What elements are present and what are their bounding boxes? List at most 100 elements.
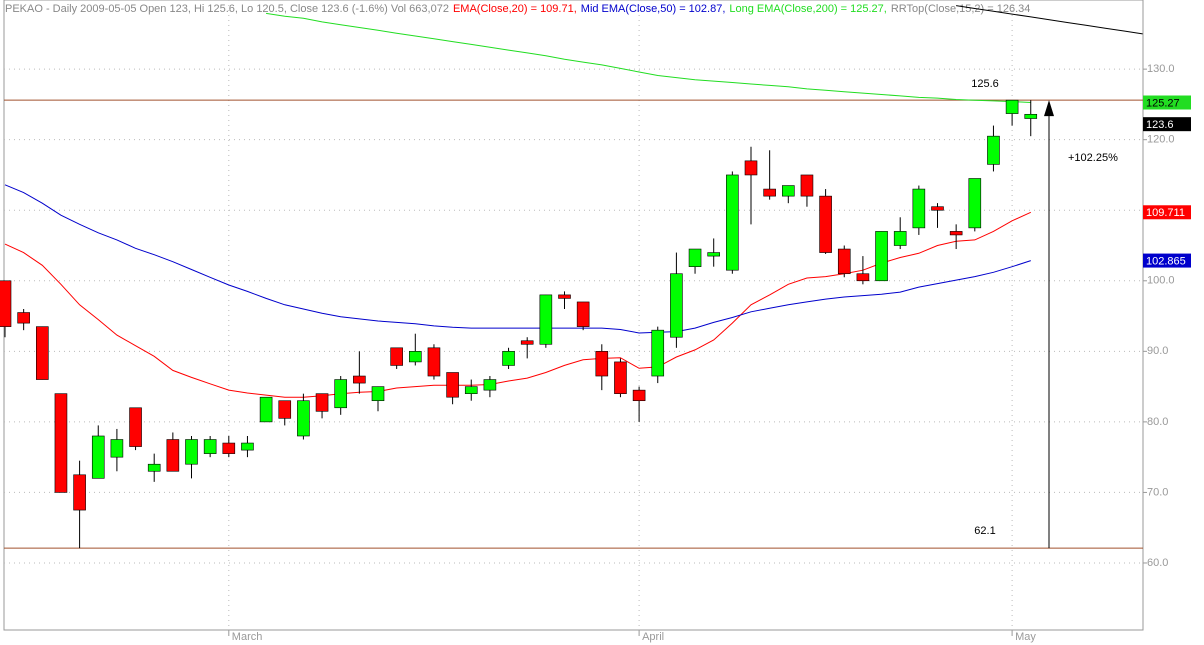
value-label: 123.6: [1146, 119, 1174, 131]
candle-body: [744, 160, 758, 176]
chart-title: PEKAO - Daily 2009-05-05 Open 123, Hi 12…: [5, 3, 449, 15]
candle-body: [315, 393, 329, 412]
candle-body: [0, 280, 12, 327]
candle-body: [856, 273, 870, 282]
candle-body: [763, 188, 776, 197]
candle: [185, 435, 198, 479]
candle: [1024, 100, 1038, 137]
candle-body: [483, 379, 497, 391]
candle: [73, 460, 86, 549]
candle: [614, 358, 627, 398]
candle-body: [446, 372, 459, 398]
y-tick-label: 130.0: [1147, 63, 1175, 75]
candle-body: [670, 273, 683, 338]
candle-body: [987, 135, 1000, 165]
candle: [222, 435, 236, 458]
candle-body: [1024, 113, 1038, 119]
y-tick-label: 120.0: [1147, 134, 1175, 146]
indicator-line: [266, 12, 1031, 103]
candle: [464, 379, 478, 401]
x-tick-label: May: [1015, 631, 1036, 643]
candle-body: [147, 463, 161, 472]
candle: [278, 400, 292, 426]
candle: [0, 280, 12, 338]
candle-body: [241, 442, 254, 451]
candle: [315, 393, 329, 419]
candle-body: [558, 294, 571, 299]
candle-body: [371, 386, 385, 402]
candle: [837, 245, 851, 278]
candle: [353, 351, 366, 394]
candle-body: [408, 351, 422, 363]
candle-body: [632, 389, 646, 402]
candle-body: [502, 351, 515, 366]
level-label: 62.1: [974, 525, 995, 537]
candle-body: [931, 206, 944, 211]
arrow-head: [1044, 100, 1054, 117]
indicator-line: [4, 184, 1031, 334]
candle-body: [73, 474, 86, 511]
candle-body: [520, 340, 534, 345]
candle-body: [427, 347, 441, 377]
candle-body: [91, 435, 105, 479]
candle: [54, 393, 68, 493]
y-tick-label: 80.0: [1147, 416, 1168, 428]
candle: [800, 174, 814, 207]
candle-body: [129, 407, 142, 447]
candle-body: [707, 252, 721, 257]
indicator-line: [956, 5, 1143, 35]
candle: [875, 231, 888, 282]
candle: [241, 435, 254, 458]
candle-body: [539, 294, 553, 345]
candle-body: [35, 326, 49, 380]
candle: [502, 347, 515, 369]
candle: [520, 337, 534, 359]
change-label: +102.25%: [1068, 152, 1118, 164]
legend-entry: Mid EMA(Close,50) = 102.87,: [581, 3, 726, 15]
candle: [931, 203, 944, 228]
candle-body: [54, 393, 68, 493]
candle: [595, 344, 609, 391]
value-label: 102.865: [1146, 255, 1186, 267]
candle: [949, 224, 963, 250]
y-tick-label: 70.0: [1147, 486, 1168, 498]
candle: [17, 309, 30, 331]
value-label-box: [1143, 205, 1191, 220]
value-label: 109.711: [1146, 207, 1185, 219]
candle-body: [875, 231, 888, 282]
candle-body: [203, 439, 217, 454]
candle: [427, 344, 441, 380]
candle-body: [259, 396, 273, 423]
candle-body: [651, 329, 665, 377]
candle-body: [912, 188, 926, 229]
candle: [446, 372, 459, 405]
plot-frame: [3, 0, 1144, 631]
candle-body: [1005, 99, 1019, 114]
candle: [819, 189, 832, 254]
chart-header: PEKAO - Daily 2009-05-05 Open 123, Hi 12…: [5, 3, 1030, 15]
candle: [166, 432, 180, 472]
candle: [390, 347, 403, 369]
candle: [147, 453, 161, 482]
candle-body: [968, 178, 982, 229]
candle-body: [726, 174, 739, 271]
candle: [856, 256, 870, 285]
candle-body: [166, 439, 180, 472]
indicator-line: [4, 211, 1032, 398]
candle: [968, 178, 982, 232]
candle: [334, 376, 348, 415]
candle-body: [185, 439, 198, 465]
candle-body: [334, 379, 348, 409]
value-label: 125.27: [1146, 97, 1180, 109]
candle-body: [688, 248, 702, 267]
candle: [259, 396, 273, 423]
y-tick-label: 60.0: [1147, 557, 1168, 569]
candle-body: [464, 386, 478, 394]
candle: [576, 301, 590, 331]
candle: [987, 125, 1000, 172]
candle: [651, 326, 665, 384]
legend-entry: EMA(Close,20) = 109.71,: [453, 3, 577, 15]
candle: [632, 386, 646, 422]
candle: [670, 252, 683, 348]
